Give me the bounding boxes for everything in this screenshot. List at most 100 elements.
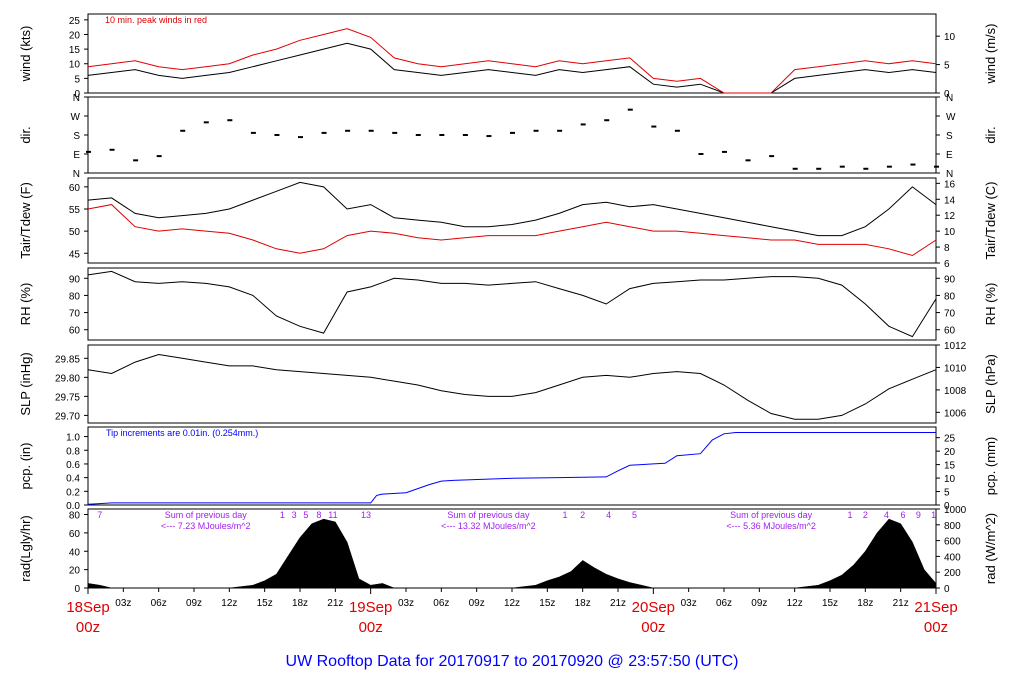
xtick-label: 21z bbox=[327, 598, 343, 609]
ytick-label: 80 bbox=[69, 511, 81, 522]
hourly-mark: 5 bbox=[632, 510, 637, 520]
data-point bbox=[674, 129, 680, 132]
series-line-Tdew bbox=[87, 204, 937, 257]
ytick-label: 29.70 bbox=[55, 411, 80, 422]
xtick-label: 09z bbox=[186, 598, 202, 609]
ytick-label: 20 bbox=[69, 566, 81, 577]
xtick-label: 12z bbox=[787, 598, 803, 609]
day-label-date: 20Sep bbox=[632, 599, 675, 616]
ytick-right-label: 1010 bbox=[944, 363, 967, 374]
xtick-label: 12z bbox=[221, 598, 237, 609]
ytick-right-label: 16 bbox=[944, 179, 956, 190]
series-line-accumulated bbox=[87, 432, 936, 505]
y-axis-title: rad(Lgly/hr) bbox=[18, 515, 33, 581]
ytick-label: S bbox=[73, 131, 80, 142]
ytick-label: 0.4 bbox=[66, 474, 80, 485]
hourly-mark: 9 bbox=[916, 510, 921, 520]
ytick-right-label: 800 bbox=[944, 521, 961, 532]
data-point bbox=[250, 131, 256, 134]
hourly-mark: 13 bbox=[361, 510, 371, 520]
ytick-label: N bbox=[73, 169, 80, 180]
xtick-label: 18z bbox=[292, 598, 308, 609]
ytick-right-label: 70 bbox=[944, 309, 956, 320]
y-axis-title: SLP (inHg) bbox=[18, 352, 33, 415]
y-axis-title: pcp. (in) bbox=[18, 443, 33, 490]
data-point bbox=[392, 131, 398, 134]
ytick-label: 25 bbox=[69, 16, 81, 27]
series-area-solar-radiation bbox=[87, 518, 937, 589]
ytick-label: N bbox=[73, 93, 80, 104]
panel-wind: 0 5 10 15 20 25 0 5 10 wind (kts) wind (m/s) 10 min… bbox=[18, 13, 998, 100]
data-point bbox=[934, 165, 939, 168]
panel-annotation: Tip increments are 0.01in. (0.254mm.) bbox=[106, 428, 258, 438]
hourly-mark: 7 bbox=[97, 510, 102, 520]
daily-sum-value: <--- 7.23 MJoules/m^2 bbox=[161, 521, 251, 531]
ytick-right-label: 5 bbox=[944, 61, 950, 72]
y-axis-right-title: Tair/Tdew (C) bbox=[983, 181, 998, 259]
xtick-label: 15z bbox=[257, 598, 273, 609]
data-point bbox=[345, 129, 351, 132]
ytick-label: 45 bbox=[69, 249, 81, 260]
hourly-mark: 4 bbox=[606, 510, 611, 520]
panel-precipitation: 0.0 0.2 0.4 0.6 0.8 1.0 0 5 10 15 20 25 pcp. (in) pcp… bbox=[18, 426, 998, 512]
ytick-right-label: 15 bbox=[944, 461, 956, 472]
ytick-label: 50 bbox=[69, 227, 81, 238]
ytick-right-label: 6 bbox=[944, 259, 950, 270]
data-point bbox=[368, 129, 374, 132]
data-point bbox=[86, 150, 91, 153]
hourly-mark: 1 bbox=[848, 510, 853, 520]
ytick-label: 0 bbox=[74, 584, 80, 595]
y-axis-right-title: pcp. (mm) bbox=[983, 437, 998, 496]
xtick-label: 12z bbox=[504, 598, 520, 609]
ytick-right-label: W bbox=[946, 112, 956, 123]
data-point bbox=[133, 159, 139, 162]
data-point bbox=[863, 167, 869, 170]
data-point bbox=[109, 148, 115, 151]
ytick-label: 0.0 bbox=[66, 501, 80, 512]
ytick-label: 60 bbox=[69, 529, 81, 540]
xtick-label: 06z bbox=[433, 598, 449, 609]
ytick-right-label: 0 bbox=[944, 584, 950, 595]
hourly-mark: 11 bbox=[328, 510, 337, 520]
hourly-mark: 2 bbox=[580, 510, 585, 520]
hourly-mark: 2 bbox=[863, 510, 868, 520]
ytick-label: 1.0 bbox=[66, 433, 80, 444]
ytick-label: 0.6 bbox=[66, 460, 80, 471]
ytick-label: 10 bbox=[69, 60, 81, 71]
xtick-label: 18z bbox=[857, 598, 873, 609]
xtick-label: 09z bbox=[469, 598, 485, 609]
hourly-mark: 6 bbox=[901, 510, 906, 520]
ytick-right-label: 8 bbox=[944, 243, 950, 254]
data-point bbox=[816, 167, 822, 170]
y-axis-title: dir. bbox=[18, 126, 33, 143]
panel-humidity: 60 70 80 90 60 70 80 90 RH (%) RH (%) bbox=[18, 267, 998, 341]
data-point bbox=[698, 153, 704, 155]
ytick-right-label: 1008 bbox=[944, 386, 967, 397]
data-point bbox=[792, 167, 798, 170]
panel-frame bbox=[87, 267, 937, 341]
ytick-right-label: 10 bbox=[944, 32, 956, 43]
xtick-label: 03z bbox=[398, 598, 414, 609]
ytick-right-label: 90 bbox=[944, 274, 956, 285]
xtick-label: 03z bbox=[115, 598, 131, 609]
y-axis-right-title: SLP (hPa) bbox=[983, 354, 998, 414]
data-point bbox=[580, 123, 586, 126]
ytick-label: 0 bbox=[74, 89, 80, 100]
data-point bbox=[745, 159, 751, 162]
data-point bbox=[298, 136, 303, 139]
day-label-hour: 00z bbox=[359, 619, 383, 636]
y-axis-right-title: wind (m/s) bbox=[983, 24, 998, 85]
hourly-mark: 5 bbox=[303, 510, 308, 520]
ytick-right-label: 14 bbox=[944, 195, 956, 206]
day-label-date: 19Sep bbox=[349, 599, 392, 616]
panel-annotation: 10 min. peak winds in red bbox=[105, 15, 207, 25]
data-point bbox=[651, 125, 657, 128]
xtick-label: 15z bbox=[539, 598, 555, 609]
ytick-label: 15 bbox=[69, 45, 81, 56]
ytick-right-label: N bbox=[946, 93, 953, 104]
data-point bbox=[180, 129, 186, 132]
day-label-hour: 00z bbox=[641, 619, 665, 636]
ytick-label: E bbox=[73, 150, 80, 161]
data-point bbox=[839, 165, 845, 168]
